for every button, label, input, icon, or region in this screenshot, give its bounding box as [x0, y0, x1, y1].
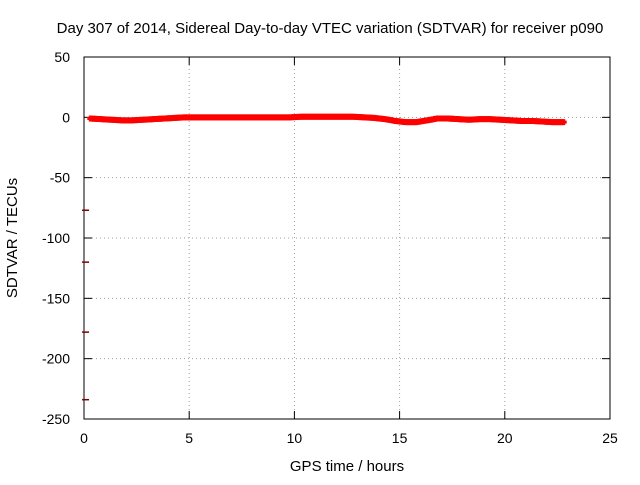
y-tick-label: -150 [42, 290, 70, 306]
y-axis-label: SDTVAR / TECUs [4, 178, 21, 298]
axis-ticks: 50 0 -50 -100 -150 -200 -250 0 5 10 15 20 25 [42, 49, 618, 446]
data-point [560, 119, 567, 126]
plot-frame [83, 56, 611, 420]
x-tick-label: 5 [185, 430, 193, 446]
x-tick-label: 10 [287, 430, 303, 446]
y-tick-label: -100 [42, 230, 70, 246]
y-tick-label: -200 [42, 351, 70, 367]
y-tick-label: 50 [54, 49, 70, 65]
y-tick-label: -50 [50, 170, 70, 186]
y-tick-label: 0 [62, 109, 70, 125]
x-axis-label: GPS time / hours [290, 458, 404, 475]
data-points [82, 113, 567, 401]
grid-lines [84, 57, 610, 419]
x-tick-label: 20 [497, 430, 513, 446]
x-tick-label: 25 [602, 430, 618, 446]
x-tick-label: 15 [392, 430, 408, 446]
y-tick-label: -250 [42, 411, 70, 427]
x-tick-label: 0 [80, 430, 88, 446]
chart-title: Day 307 of 2014, Sidereal Day-to-day VTE… [57, 20, 604, 37]
